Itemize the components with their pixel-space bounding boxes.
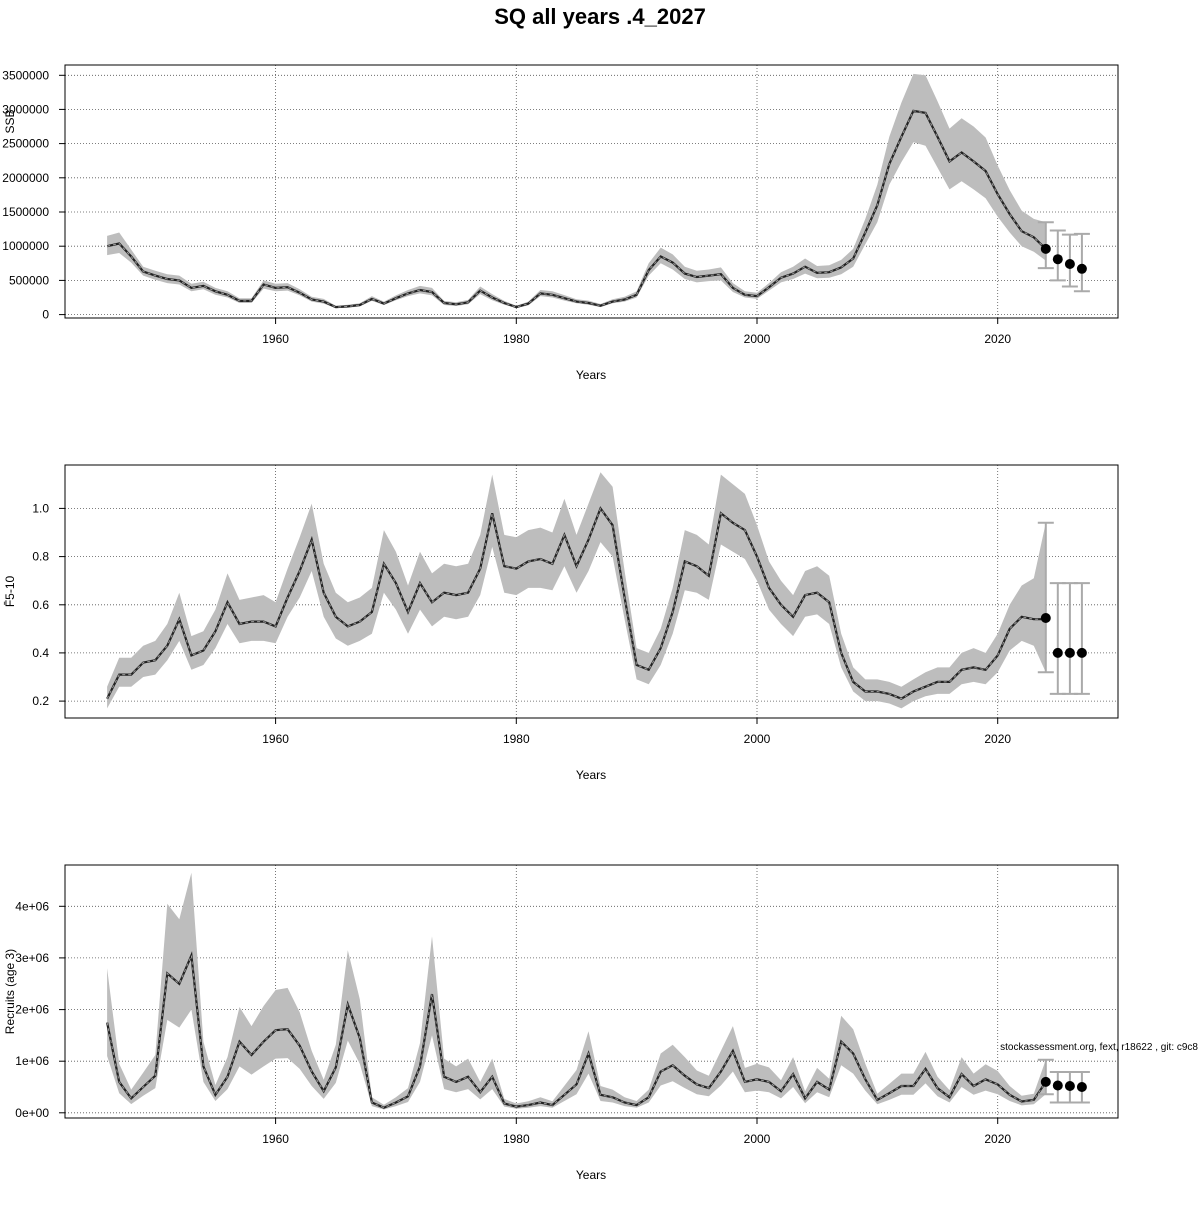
x-tick-label: 1980 <box>503 332 530 346</box>
panel-1: 1960 1980 2000 2020 0 500000 1000000 1500000 200… <box>2 64 1119 382</box>
chart-title: SQ all years .4_2027 <box>494 4 706 29</box>
x-tick-label: 2020 <box>984 732 1011 746</box>
forecast-point <box>1064 1081 1075 1091</box>
x-axis-label: Years <box>576 1168 606 1182</box>
estimate-line <box>106 951 1047 1109</box>
y-axis-label: F̄5-10 <box>3 576 17 608</box>
forecast-point <box>1040 1076 1051 1087</box>
estimate-line-dash <box>106 507 1046 700</box>
y-tick-label: 0 <box>42 308 49 322</box>
forecast-point <box>1076 263 1087 274</box>
y-tick-label: 2500000 <box>2 137 49 151</box>
y-tick-label: 3500000 <box>2 68 49 82</box>
y-tick-label: 2e+06 <box>15 1003 49 1017</box>
forecast-point <box>1076 1082 1087 1092</box>
forecast-point <box>1052 1080 1063 1091</box>
x-tick-label: 1960 <box>262 1132 289 1146</box>
y-tick-label: 4e+06 <box>15 899 49 913</box>
confidence-band <box>107 73 1046 309</box>
y-tick-label: 1.0 <box>32 501 49 515</box>
x-tick-label: 2020 <box>984 332 1011 346</box>
x-tick-label: 1980 <box>503 732 530 746</box>
x-tick-label: 2020 <box>984 1132 1011 1146</box>
y-tick-label: 1500000 <box>2 205 49 219</box>
forecast-point <box>1052 647 1063 658</box>
y-tick-label: 3e+06 <box>15 951 49 965</box>
y-tick-label: 0.2 <box>32 694 49 708</box>
y-tick-label: 500000 <box>9 273 49 287</box>
x-tick-label: 1980 <box>503 1132 530 1146</box>
panel-3: 1960 1980 2000 2020 0e+00 1e+06 2e+06 3e+06 4e+0… <box>3 864 1119 1182</box>
y-tick-label: 0.4 <box>32 646 49 660</box>
x-tick-label: 2000 <box>744 732 771 746</box>
panel-2: 1960 1980 2000 2020 0.2 0.4 0.6 0.8 1.0 Years F̄5-… <box>3 464 1119 782</box>
confidence-band <box>107 872 1046 1110</box>
y-tick-label: 0e+00 <box>15 1106 49 1120</box>
y-axis-label: SSB <box>3 109 17 133</box>
forecast-point <box>1076 647 1087 658</box>
x-tick-label: 1960 <box>262 732 289 746</box>
y-tick-label: 2000000 <box>2 171 49 185</box>
x-tick-label: 1960 <box>262 332 289 346</box>
confidence-band <box>107 472 1046 709</box>
x-tick-label: 2000 <box>744 332 771 346</box>
x-axis-label: Years <box>576 768 606 782</box>
y-tick-label: 1e+06 <box>15 1054 49 1068</box>
y-tick-label: 0.8 <box>32 550 49 564</box>
forecast-point <box>1040 613 1051 623</box>
forecast-point <box>1040 243 1051 254</box>
forecast-point <box>1052 254 1063 265</box>
forecast-point <box>1064 259 1075 269</box>
plot-frame <box>64 464 1119 719</box>
y-tick-label: 0.6 <box>32 598 49 612</box>
forecast-point <box>1064 647 1075 658</box>
y-tick-label: 1000000 <box>2 239 49 253</box>
plot-frame <box>64 64 1119 319</box>
footer-note: stockassessment.org, fext, r18622 , git:… <box>1000 1042 1198 1053</box>
x-axis-label: Years <box>576 368 606 382</box>
plot-frame <box>64 864 1119 1119</box>
y-axis-label: Recruits (age 3) <box>3 949 17 1034</box>
y-tick-label: 3000000 <box>2 102 49 116</box>
x-tick-label: 2000 <box>744 1132 771 1146</box>
estimate-line-dash <box>106 110 1047 308</box>
